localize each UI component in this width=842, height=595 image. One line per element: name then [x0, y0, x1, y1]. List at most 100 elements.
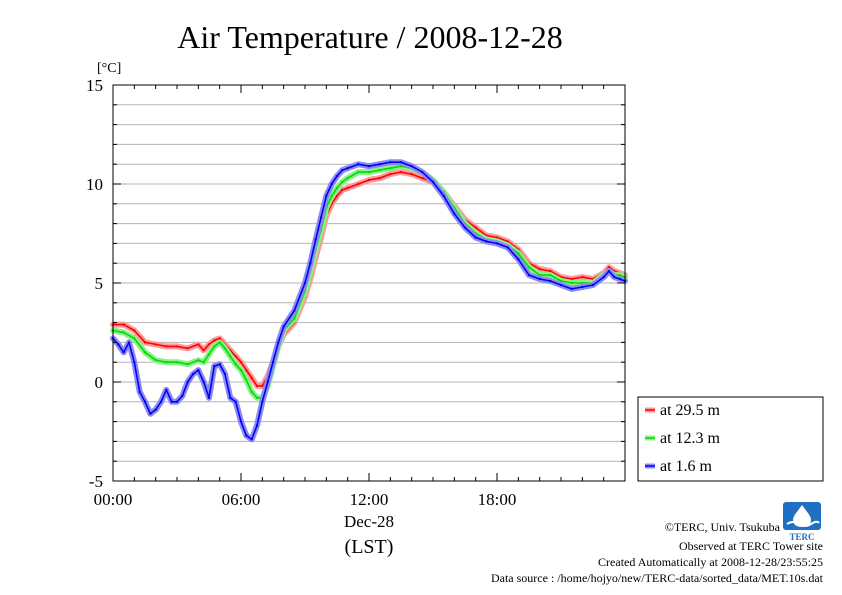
data-point [389, 172, 392, 176]
data-point [335, 194, 339, 198]
data-point [559, 283, 563, 287]
data-point [223, 372, 227, 376]
data-point [591, 283, 595, 287]
logo-wave-shape [786, 520, 820, 527]
data-point [581, 275, 584, 279]
data-point [245, 368, 248, 372]
data-point [175, 345, 179, 348]
data-point [154, 408, 157, 411]
data-point [239, 368, 243, 372]
observed-site-text: Observed at TERC Tower site [679, 539, 823, 553]
data-point [607, 266, 611, 269]
legend-box [637, 396, 824, 482]
data-point [159, 400, 163, 403]
data-point [122, 323, 125, 326]
data-point [527, 266, 531, 269]
series-2 [110, 159, 628, 443]
data-point [218, 337, 221, 340]
data-point [234, 363, 237, 366]
data-point [330, 194, 333, 198]
data-point [357, 170, 360, 174]
data-point [197, 368, 200, 372]
data-point [346, 186, 349, 190]
data-point [255, 424, 259, 427]
data-point [538, 277, 541, 281]
data-point [367, 165, 371, 168]
data-point [197, 359, 200, 362]
data-point [266, 380, 269, 384]
y-tick-label: 10 [86, 175, 103, 194]
data-point [335, 186, 339, 190]
data-point [186, 347, 189, 350]
y-tick-label: 5 [95, 274, 104, 293]
data-point [618, 277, 621, 281]
data-point [127, 341, 131, 344]
data-point [165, 361, 168, 364]
data-point [527, 273, 531, 277]
data-point [239, 420, 243, 423]
data-point [213, 339, 216, 342]
terc-logo: TERC [783, 502, 821, 542]
data-point [378, 176, 381, 180]
data-point [234, 355, 237, 358]
data-point [303, 281, 307, 285]
data-point [250, 376, 253, 380]
data-point [367, 170, 371, 174]
data-point [607, 269, 611, 273]
data-point [207, 353, 211, 356]
data-point [330, 182, 333, 186]
data-point [474, 226, 477, 229]
data-point [495, 242, 499, 245]
data-point [218, 363, 221, 366]
data-point [250, 390, 253, 394]
data-point [410, 165, 413, 168]
data-point [271, 361, 275, 364]
data-point [357, 182, 360, 186]
data-point [335, 174, 339, 178]
data-point [581, 285, 584, 289]
x-tick-label: 00:00 [94, 490, 133, 509]
data-point [207, 343, 211, 346]
data-point [399, 161, 403, 164]
logo-drop-shape [793, 505, 811, 527]
data-point [165, 388, 168, 392]
data-point [149, 412, 152, 415]
x-tick-label: 18:00 [478, 490, 517, 509]
data-point [143, 341, 147, 344]
plot-area [110, 159, 628, 443]
data-point [229, 355, 232, 358]
data-point [517, 258, 520, 261]
data-point [261, 400, 264, 403]
chart-title: Air Temperature / 2008-12-28 [177, 19, 563, 55]
data-point [378, 168, 381, 172]
data-point [325, 194, 328, 198]
data-point [341, 180, 344, 184]
data-point [175, 400, 179, 403]
data-point [133, 337, 136, 340]
x-tick-label: 12:00 [350, 490, 389, 509]
x-axis-title: (LST) [345, 536, 394, 558]
data-point [399, 170, 403, 174]
data-point [207, 396, 211, 399]
data-point [293, 309, 296, 312]
data-point [133, 361, 136, 364]
data-point [549, 269, 552, 273]
data-point [245, 434, 248, 437]
data-point [122, 331, 125, 334]
data-point [506, 246, 509, 249]
data-point [117, 343, 120, 346]
x-tick-label: 06:00 [222, 490, 261, 509]
data-point [389, 161, 392, 164]
data-point [570, 287, 573, 291]
data-point [602, 275, 605, 279]
y-tick-label: 0 [95, 373, 104, 392]
data-point [613, 275, 616, 279]
data-point [186, 380, 189, 384]
data-point [202, 349, 205, 352]
data-point [319, 216, 323, 219]
data-point [517, 252, 520, 255]
data-point [191, 372, 195, 376]
data-point [143, 400, 147, 403]
data-point [485, 240, 488, 243]
data-point [213, 365, 216, 368]
